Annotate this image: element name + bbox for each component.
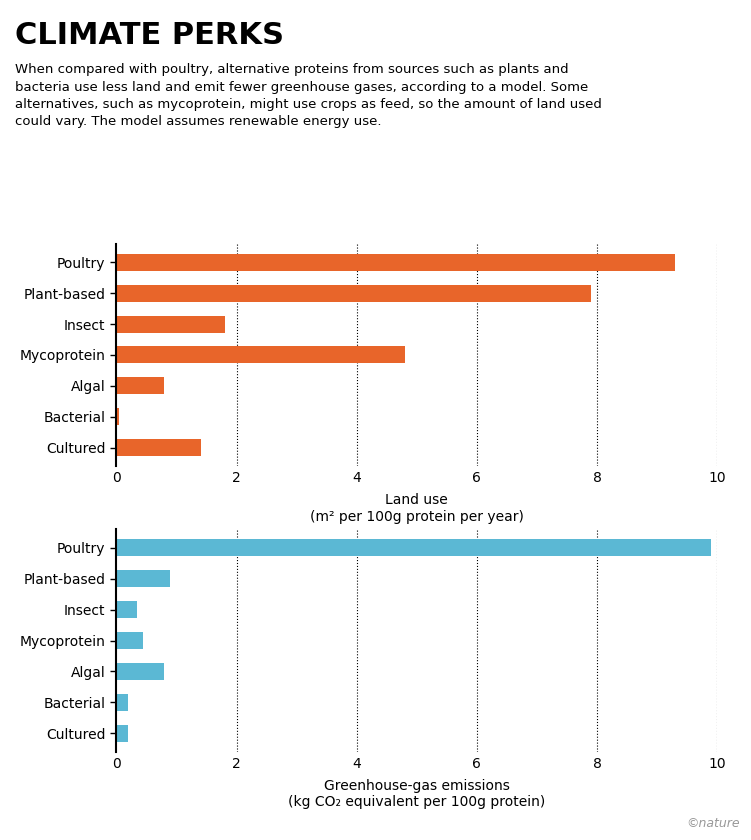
Bar xyxy=(116,539,711,556)
Bar xyxy=(116,346,405,364)
Bar xyxy=(116,408,119,425)
Bar xyxy=(116,377,164,394)
Bar xyxy=(116,694,128,711)
Bar xyxy=(116,316,225,333)
Bar xyxy=(116,285,591,302)
Bar xyxy=(116,601,137,618)
Bar xyxy=(116,725,128,742)
Text: CLIMATE PERKS: CLIMATE PERKS xyxy=(15,21,284,50)
Bar xyxy=(116,439,201,456)
Bar xyxy=(116,570,170,587)
X-axis label: Land use
(m² per 100g protein per year): Land use (m² per 100g protein per year) xyxy=(310,493,523,523)
Text: ©nature: ©nature xyxy=(686,817,740,830)
Bar xyxy=(116,663,164,680)
Text: When compared with poultry, alternative proteins from sources such as plants and: When compared with poultry, alternative … xyxy=(15,63,602,129)
Bar xyxy=(116,254,675,270)
Bar xyxy=(116,632,143,649)
X-axis label: Greenhouse-gas emissions
(kg CO₂ equivalent per 100g protein): Greenhouse-gas emissions (kg CO₂ equival… xyxy=(288,779,545,809)
